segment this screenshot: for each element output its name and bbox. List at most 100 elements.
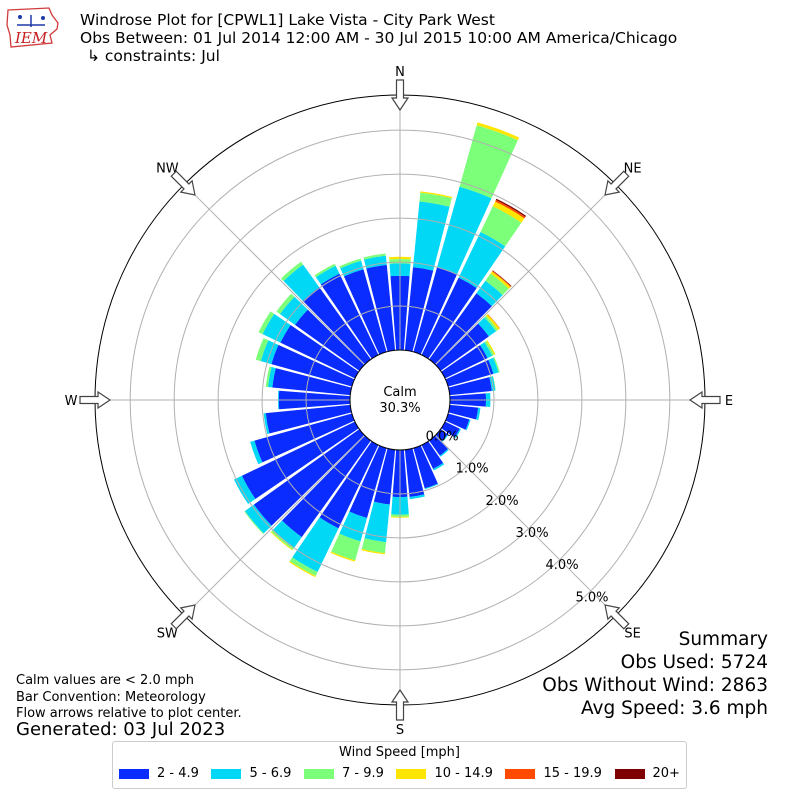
wind-bar-segment [340,260,364,277]
wind-bar-segment [490,271,511,289]
wind-bar-segment [404,448,425,498]
chart-subtitle-period: Obs Between: 01 Jul 2014 12:00 AM - 30 J… [80,29,678,47]
legend-swatch [505,768,536,779]
wind-bar-segment [495,198,527,217]
wind-bar-segment [281,435,371,538]
wind-bar-segment [493,357,500,373]
wind-bar-segment [458,231,506,289]
wind-bar-segment [492,270,512,287]
wind-bar-segment [373,448,396,505]
wind-bar-segment [302,287,371,365]
legend-label: 7 - 9.9 [341,766,384,781]
wind-bar-segment [361,538,387,554]
wind-bar-segment [485,273,509,296]
flow-arrow-icon [688,390,721,410]
wind-bar-segment [339,511,368,542]
wind-bar-segment [270,531,293,551]
calm-circle [349,349,451,451]
wind-bar-segment [433,463,445,471]
legend-label: 5 - 6.9 [249,766,292,781]
radial-gridline [183,183,365,365]
wind-bar-segment [331,533,361,561]
wind-bar-segment [364,501,390,543]
wind-bar-segment [258,311,275,335]
flow-arrow-icon [604,604,630,630]
flow-arrow-icon [604,170,630,196]
wind-bar-segment [343,269,387,355]
bar-convention-note: Bar Convention: Meteorology [16,690,206,705]
wind-bar-segment [349,445,387,519]
compass-label: E [725,394,733,409]
legend-swatch [119,768,149,779]
wind-bar-segment [413,267,457,355]
iem-logo: IEM [5,5,65,51]
wind-bar-segment [294,309,365,371]
wind-bar-segment [421,277,477,359]
wind-bar-segment [420,191,453,199]
compass-label: W [65,394,78,409]
wind-bar-segment [476,407,481,421]
wind-bar-segment [492,270,512,288]
wind-bar-segment [339,258,362,269]
wind-bar-segment [289,560,316,578]
wind-bar-segment [289,557,318,576]
wind-bar-segment [442,434,449,442]
generated-date: Generated: 03 Jul 2023 [16,719,226,740]
radial-tick-label: 3.0% [516,526,549,541]
ring-gridline [261,261,539,539]
wind-bar-segment [404,267,434,352]
compass-label: SW [157,627,178,642]
wind-bar-segment [454,428,461,439]
chart-subtitle-constraints: ↳ constraints: Jul [87,47,220,65]
wind-bar-segment [459,125,518,199]
wind-bar-segment [292,517,339,572]
wind-bar-segment [265,366,272,388]
radial-gridline [183,435,365,617]
legend-item: 10 - 14.9 [396,766,493,781]
wind-bar-segment [263,413,270,435]
wind-bar-segment [487,313,500,329]
compass-label: N [395,65,405,80]
radial-tick-label: 4.0% [546,558,579,573]
ring-gridline [305,305,495,495]
radial-tick-label: 5.0% [576,590,609,605]
legend-title: Wind Speed [mph] [339,745,460,760]
legend: Wind Speed [mph] 2 - 4.9 5 - 6.9 7 - 9.9 10… [112,741,687,789]
wind-bar-segment [314,263,336,278]
logo-text: IEM [14,29,48,47]
wind-bar-segment [441,345,488,379]
calm-note: Calm values are < 2.0 mph [16,673,195,688]
flow-arrow-icon [79,390,112,410]
calm-value: 30.3% [379,401,420,416]
wind-bar-segment [413,445,438,489]
legend-swatch [396,768,427,779]
wind-bar-segment [262,313,291,343]
radial-gridline [435,183,617,365]
wind-bar-segment [437,186,492,275]
wind-bar-segment [265,404,352,434]
summary-obs-without-wind: Obs Without Wind: 2863 [542,675,768,696]
flow-arrow-icon [170,170,196,196]
summary-title: Summary [678,629,768,650]
wind-bar-segment [363,253,386,260]
compass-label: S [396,723,404,738]
legend-swatch [614,768,645,779]
wind-bar-segment [492,376,496,391]
ring-gridline [129,129,671,671]
legend-item: 5 - 6.9 [211,766,291,781]
wind-bar-segment [480,206,522,247]
wind-bar-segment [424,483,439,490]
calm-label: Calm [383,385,416,400]
wind-bar-segment [276,293,295,315]
wind-bar-segment [492,201,525,223]
wind-bar-segment [448,404,479,420]
wind-bar-segment [435,323,489,371]
radial-tick-label: 2.0% [486,494,519,509]
wind-bar-segment [241,421,359,500]
wind-bar-segment [283,264,320,301]
wind-bar-segment [233,475,256,505]
wind-bar-segment [253,429,365,526]
wind-bar-segment [267,367,276,388]
legend-item: 2 - 4.9 [119,766,199,781]
